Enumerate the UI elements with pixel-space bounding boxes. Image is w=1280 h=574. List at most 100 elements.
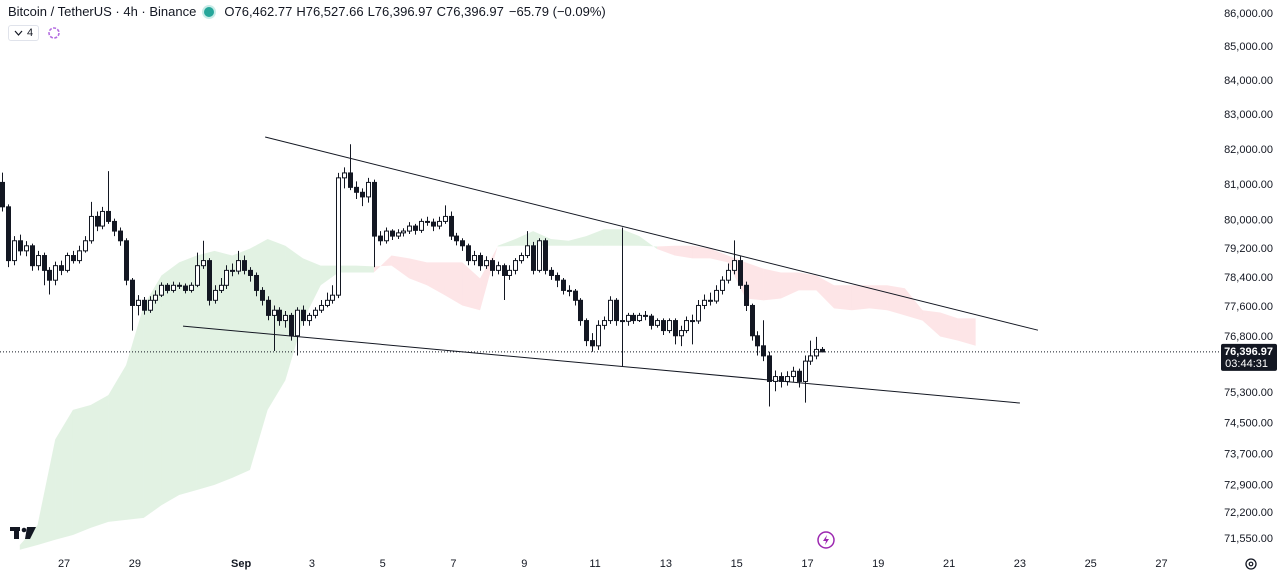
ohlc-key: O (224, 4, 235, 19)
countdown-label: 03:44:31 (1225, 358, 1268, 370)
candle-body (413, 225, 418, 231)
candle-body (95, 215, 100, 227)
candle-body (242, 260, 247, 271)
candle-body (254, 274, 259, 291)
candle-body (567, 289, 572, 292)
y-tick-label: 71,550.00 (1224, 533, 1273, 545)
cloud-segment (391, 255, 410, 279)
candle-body (478, 255, 483, 267)
cloud-segment (55, 409, 73, 540)
candle-body (236, 260, 241, 272)
cloud-segment (90, 395, 109, 528)
candle-body (124, 240, 129, 281)
symbol-title[interactable]: Bitcoin / TetherUS · 4h · Binance (8, 4, 197, 19)
candle-body (219, 284, 224, 291)
candle-body (148, 299, 153, 311)
candle-body (472, 255, 477, 262)
candle-body (165, 284, 170, 291)
cloud-segment (214, 250, 233, 485)
candle-body (761, 345, 766, 357)
candle-body (490, 260, 495, 271)
cloud-segment (356, 265, 374, 273)
candle-body (779, 376, 784, 382)
cloud-segment (303, 258, 321, 321)
cloud-segment (320, 265, 339, 286)
cloud-segment (373, 255, 392, 273)
x-tick-label: 17 (801, 558, 813, 570)
candle-body (549, 269, 554, 276)
candle-body (596, 324, 601, 347)
logo (10, 527, 36, 539)
settings-icon[interactable] (1245, 558, 1257, 570)
candle-body (201, 260, 206, 267)
indicator-row: 4 (8, 25, 61, 41)
flash-icon[interactable] (817, 531, 835, 549)
x-tick-label: 9 (521, 558, 527, 570)
y-tick-label: 86,000.00 (1224, 8, 1273, 20)
candle-body (159, 284, 164, 296)
candle-body (684, 320, 689, 332)
x-tick-label: 11 (589, 558, 600, 570)
candle-body (791, 370, 796, 378)
y-tick-label: 81,000.00 (1224, 179, 1273, 191)
x-tick-label: 5 (380, 558, 386, 570)
cloud-segment (285, 245, 304, 381)
trendline (182, 325, 1020, 404)
cloud-segment (763, 268, 781, 301)
cloud-segment (816, 275, 835, 309)
candle-body (12, 240, 17, 262)
candle-body (183, 285, 188, 291)
candle-body (602, 320, 607, 326)
candle-body (631, 314, 636, 322)
ohlc-legend: O76,462.77 H76,527.66 L76,396.97 C76,396.97 (220, 4, 504, 19)
cloud-segment (267, 238, 286, 410)
candle-body (207, 260, 212, 301)
cloud-segment (887, 285, 905, 316)
x-tick-label: 19 (872, 558, 884, 570)
cloud-segment (621, 229, 640, 246)
candle-body (755, 335, 760, 347)
candle-body (744, 284, 749, 306)
candle-body (679, 330, 684, 337)
candle-body (189, 284, 194, 291)
market-status-dot (204, 6, 215, 17)
candle-body (36, 255, 41, 267)
trendline (265, 136, 1039, 331)
candle-body (578, 299, 583, 322)
trendline-layer (182, 136, 1039, 404)
candle-body (507, 269, 512, 276)
candle-body (319, 304, 324, 311)
cloud-segment (143, 275, 162, 518)
candle-body (407, 225, 412, 232)
cloud-segment (603, 229, 622, 246)
candle-body (65, 255, 70, 271)
candle-body (118, 230, 123, 242)
cloud-segment (196, 250, 215, 490)
cloud-segment (550, 238, 569, 246)
y-tick-label: 73,700.00 (1224, 448, 1273, 460)
candle-body (537, 240, 542, 271)
candle-body (726, 269, 731, 281)
cloud-segment (72, 404, 91, 536)
candle-body (354, 186, 359, 193)
candle-body (643, 314, 648, 317)
cloud-segment (515, 231, 534, 246)
x-tick-label: 23 (1014, 558, 1026, 570)
x-tick-label: 7 (450, 558, 456, 570)
cloud-segment (444, 262, 463, 306)
change: −65.79 (−0.09%) (508, 4, 606, 19)
indicator-toggle[interactable]: 4 (8, 25, 40, 41)
candle-body (272, 309, 277, 316)
candle-body (732, 260, 737, 271)
candle-layer (0, 144, 825, 407)
candle-body (437, 220, 442, 227)
x-tick-label: 29 (129, 558, 141, 570)
cloud-segment (780, 272, 799, 299)
candle-body (401, 230, 406, 234)
candle-body (313, 309, 318, 316)
cloud-segment (657, 245, 675, 256)
cloud-segment (126, 305, 144, 520)
cloud-segment (462, 262, 481, 311)
candle-body (690, 320, 695, 323)
candle-body (71, 255, 76, 262)
